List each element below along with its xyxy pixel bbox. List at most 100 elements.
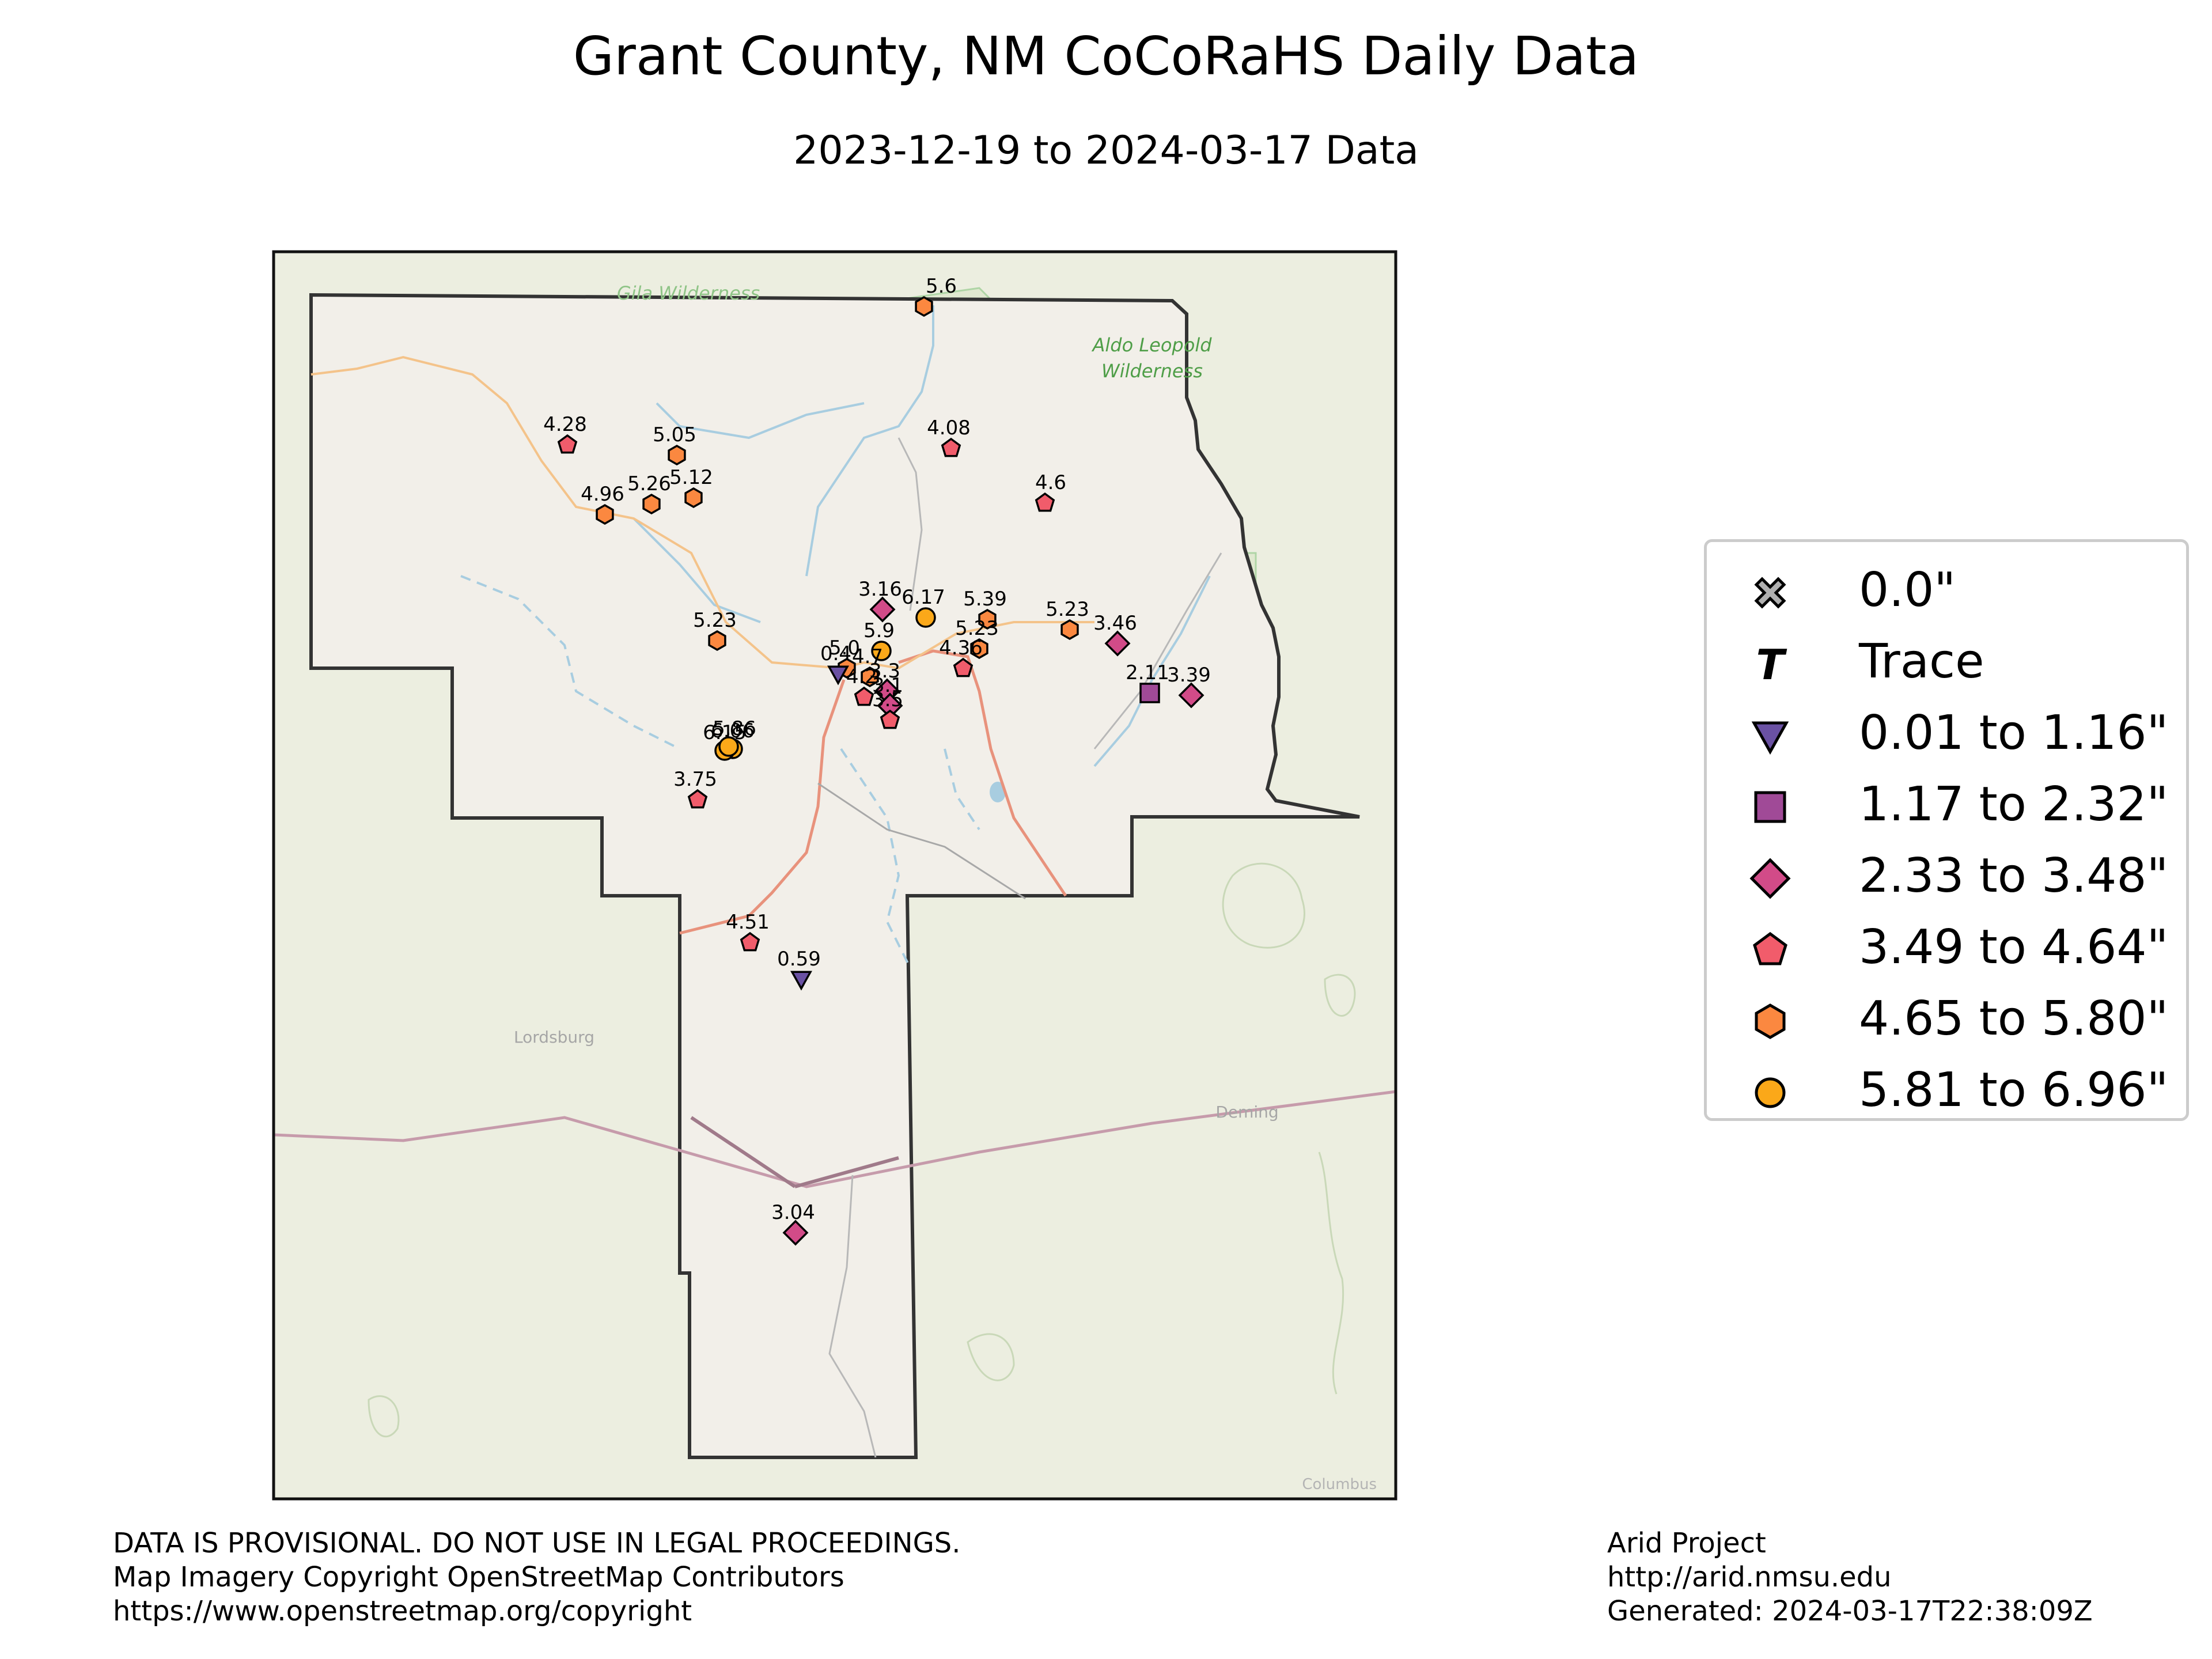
station-value-label: 5.23 <box>955 617 999 640</box>
hexagon-icon <box>1755 1003 1786 1039</box>
place-label-gila-wilderness: Gila Wilderness <box>617 282 760 304</box>
station-marker: 3.04 <box>771 1201 815 1246</box>
hexagon-marker <box>708 630 726 652</box>
station-marker: 4.2 <box>846 665 877 706</box>
station-value-label: 6.17 <box>902 586 945 609</box>
legend-item-2-33-to-3-48: 2.33 to 3.48" <box>1707 840 2186 911</box>
station-value-label: 4.51 <box>726 911 770 934</box>
station-marker: 5.23 <box>1046 598 1089 641</box>
station-marker: 0.59 <box>777 948 821 991</box>
station-value-label: 5.39 <box>963 588 1007 611</box>
pentagon-marker <box>740 931 760 952</box>
trace-t-icon: T <box>1756 641 1787 687</box>
pentagon-marker <box>880 709 900 729</box>
station-marker: 5.6 <box>915 275 957 317</box>
legend-label: 1.17 to 2.32" <box>1859 777 2169 832</box>
footer-credits: Arid Project http://arid.nmsu.edu Genera… <box>1607 1527 2093 1628</box>
place-label-deming: Deming <box>1215 1103 1278 1122</box>
hexagon-marker <box>668 444 686 466</box>
station-marker: 4.6 <box>1035 471 1066 512</box>
legend-label: 0.01 to 1.16" <box>1859 706 2169 760</box>
diamond-icon <box>1749 858 1791 899</box>
hexagon-marker <box>915 296 933 317</box>
triangle-down-icon <box>1751 721 1789 755</box>
station-value-label: 0.59 <box>777 948 821 971</box>
station-value-label: 5.23 <box>1046 598 1089 621</box>
roads <box>274 355 1396 1458</box>
station-value-label: 3.5 <box>872 688 903 711</box>
rivers <box>460 305 1211 968</box>
station-marker: 5.12 <box>669 466 713 509</box>
station-value-label: 4.7 <box>852 645 883 668</box>
station-value-label: 5.9 <box>863 619 895 642</box>
station-value-label: 2.11 <box>1126 661 1169 684</box>
station-value-label: 3.39 <box>1167 664 1211 687</box>
place-label-lordsburg: Lordsburg <box>514 1028 594 1047</box>
footer-line: Generated: 2024-03-17T22:38:09Z <box>1607 1595 2093 1627</box>
chart-subtitle: 2023-12-19 to 2024-03-17 Data <box>793 128 1419 173</box>
footer-disclaimer: DATA IS PROVISIONAL. DO NOT USE IN LEGAL… <box>113 1527 961 1628</box>
chart-title: Grant County, NM CoCoRaHS Daily Data <box>573 25 1639 87</box>
pentagon-marker <box>1035 492 1055 512</box>
hexagon-marker <box>596 503 614 525</box>
circle-marker <box>871 641 892 661</box>
pentagon-marker <box>941 437 961 457</box>
circle-marker <box>915 607 936 628</box>
station-value-label: 5.12 <box>669 466 713 489</box>
legend-item-0-01-to-1-16: 0.01 to 1.16" <box>1707 698 2186 768</box>
hexagon-marker <box>970 638 988 660</box>
station-marker: 5.26 <box>627 472 671 515</box>
pentagon-marker <box>557 434 578 454</box>
hexagon-marker <box>978 608 997 630</box>
legend-item-1-17-to-2-32: 1.17 to 2.32" <box>1707 769 2186 839</box>
station-marker: 4.36 <box>939 637 983 677</box>
station-marker: 0.4 <box>820 642 851 685</box>
station-value-label: 0.4 <box>820 642 851 665</box>
legend-item-3-49-to-4-64: 3.49 to 4.64" <box>1707 912 2186 982</box>
station-marker: 2.11 <box>1126 661 1169 703</box>
pentagon-marker <box>687 789 708 809</box>
station-marker: 3.39 <box>1167 664 1211 709</box>
x-marker-icon <box>1754 577 1786 609</box>
legend: 0.0" T Trace 0.01 to 1.16" 1.17 to 2.32"… <box>1704 539 2189 1121</box>
station-value-label: 5.26 <box>627 472 671 495</box>
station-marker: 3.75 <box>673 768 717 809</box>
legend-item-4-65-to-5-80: 4.65 to 5.80" <box>1707 983 2186 1054</box>
legend-label: 5.81 to 6.96" <box>1859 1063 2169 1118</box>
legend-label: Trace <box>1859 634 1984 689</box>
station-marker: 4.08 <box>927 416 971 457</box>
station-marker: 5.05 <box>653 423 696 466</box>
triangle-down-marker <box>790 971 812 991</box>
station-value-label: 3.04 <box>771 1201 815 1224</box>
station-marker: 3.5 <box>872 688 903 729</box>
station-value-label: 3.75 <box>673 768 717 791</box>
legend-item-trace: T Trace <box>1707 626 2186 696</box>
station-marker: 6.17 <box>902 586 945 628</box>
station-marker: 4.96 <box>581 483 624 525</box>
triangle-down-marker <box>827 665 849 685</box>
pentagon-marker <box>854 686 874 706</box>
station-marker: 4.28 <box>543 413 587 454</box>
station-value-label: 4.36 <box>939 637 983 660</box>
station-value-label: 4.28 <box>543 413 587 436</box>
map-frame <box>272 250 1397 1501</box>
footer-line: http://arid.nmsu.edu <box>1607 1561 1892 1593</box>
hexagon-marker <box>642 493 661 515</box>
place-label-columbus: Columbus <box>1302 1476 1377 1493</box>
pentagon-icon <box>1753 931 1787 965</box>
hexagon-marker <box>861 666 879 688</box>
station-marker: 5.23 <box>955 617 999 660</box>
station-marker: 3.16 <box>858 578 902 623</box>
lake <box>990 782 1006 802</box>
footer-line: Map Imagery Copyright OpenStreetMap Cont… <box>113 1561 844 1593</box>
legend-label: 0.0" <box>1859 563 1956 618</box>
diamond-marker <box>869 596 896 623</box>
svg-text:T: T <box>1756 641 1787 687</box>
square-marker <box>1139 683 1160 703</box>
circle-icon <box>1755 1077 1786 1108</box>
square-icon <box>1754 791 1786 823</box>
hexagon-marker <box>684 487 703 509</box>
diamond-marker <box>1104 630 1131 657</box>
legend-label: 3.49 to 4.64" <box>1859 920 2169 975</box>
station-value-label: 4.6 <box>1035 471 1066 494</box>
